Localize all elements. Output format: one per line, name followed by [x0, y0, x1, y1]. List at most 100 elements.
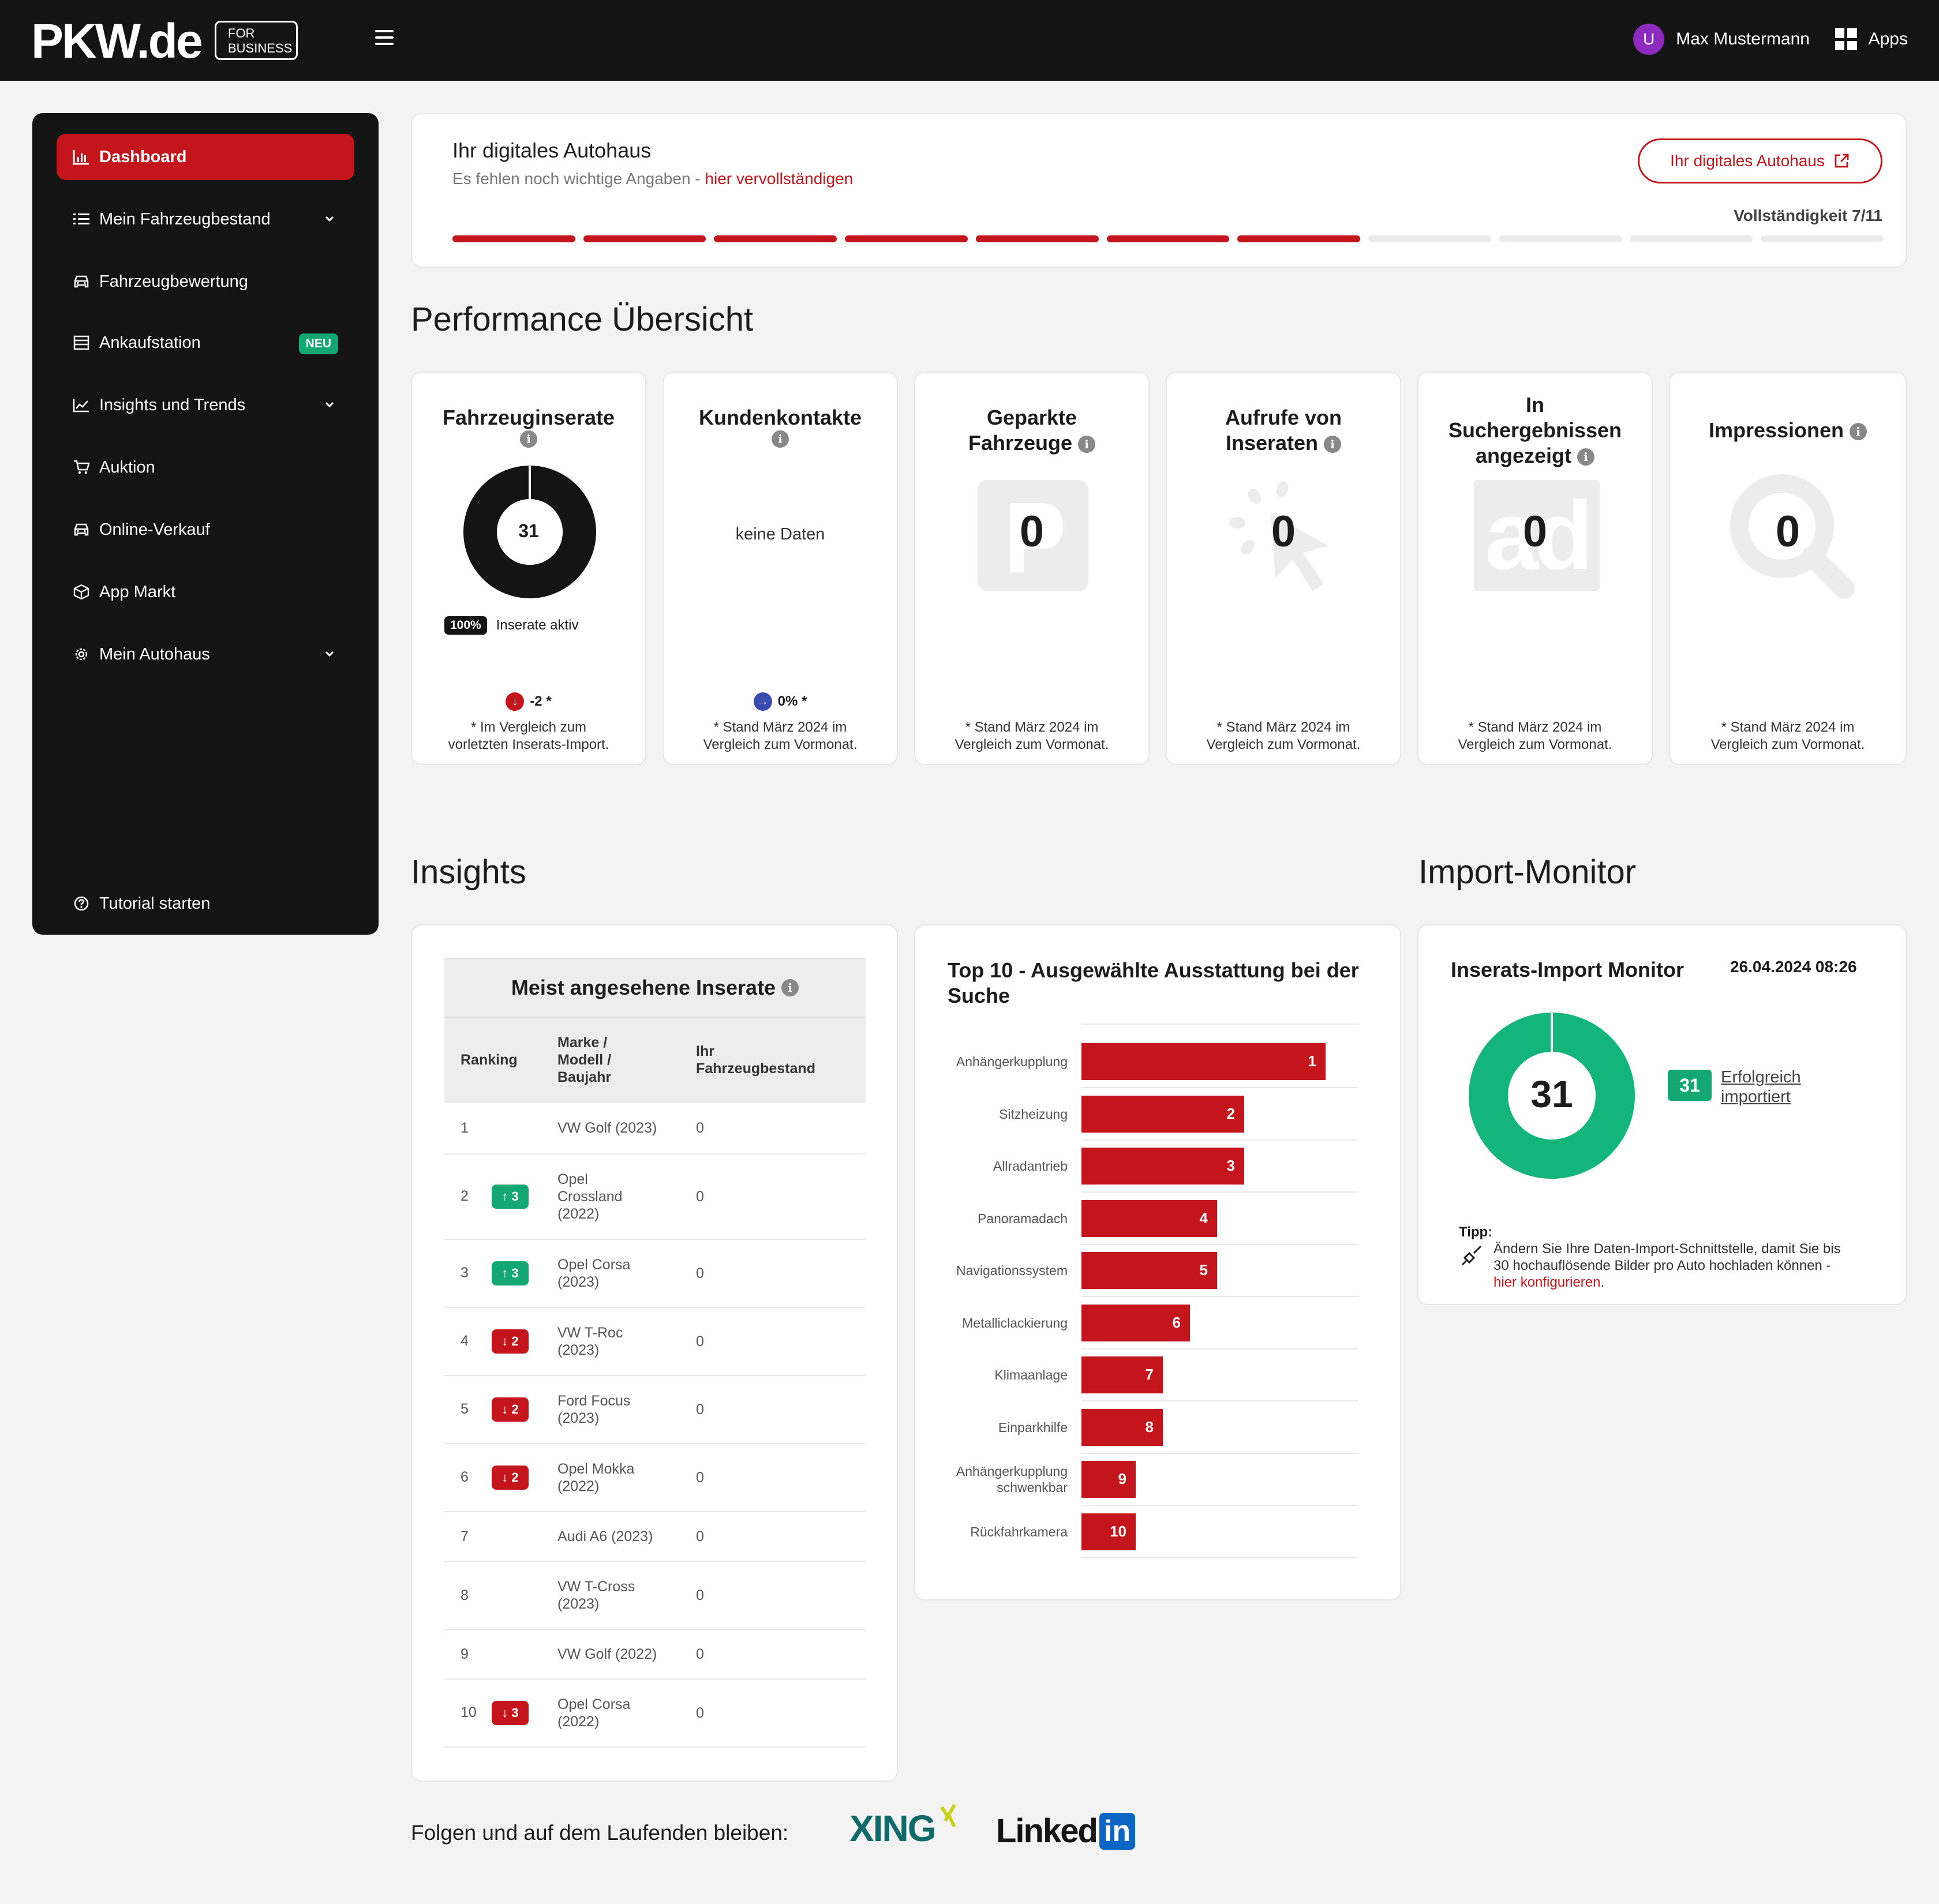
stock-cell: 0 [696, 1239, 866, 1308]
tutorial-start-button[interactable]: Tutorial starten [57, 880, 354, 927]
complete-profile-link[interactable]: hier vervollständigen [705, 170, 854, 188]
table-row[interactable]: 10 ↓ 3 Opel Corsa (2022) 0 [444, 1679, 866, 1748]
user-menu[interactable]: U Max Mustermann [1633, 23, 1810, 55]
bar-label: Klimaanlage [994, 1367, 1068, 1382]
xing-logo[interactable]: XING [849, 1804, 956, 1850]
car-icon [72, 520, 91, 539]
sidebar-item-dashboard[interactable]: Dashboard [57, 134, 354, 180]
info-icon[interactable]: i [1078, 436, 1096, 453]
completeness-segment [1761, 235, 1884, 242]
bar[interactable] [1081, 1304, 1190, 1341]
grid-line [1081, 1087, 1358, 1088]
completeness-segment [1630, 235, 1753, 242]
tutorial-label: Tutorial starten [99, 894, 211, 913]
table-row[interactable]: 3 ↑ 3 Opel Corsa (2023) 0 [444, 1239, 866, 1308]
table-row[interactable]: 8 VW T-Cross (2023) 0 [444, 1561, 866, 1630]
kpi-title: In Suchergebnissen angezeigt i [1448, 393, 1622, 467]
sidebar-item-app-markt[interactable]: App Markt [57, 569, 354, 615]
insights-title: Insights [411, 853, 526, 891]
table-row[interactable]: 6 ↓ 2 Opel Mokka (2022) 0 [444, 1444, 866, 1512]
logo[interactable]: PKW.de [31, 14, 203, 68]
bar[interactable] [1081, 1408, 1163, 1446]
table-row[interactable]: 9 VW Golf (2022) 0 [444, 1629, 866, 1680]
info-icon[interactable]: i [1850, 423, 1867, 441]
plug-icon [1461, 1245, 1482, 1266]
rank-number: 2 [461, 1188, 469, 1204]
rank-number: 10 [461, 1704, 477, 1721]
bar[interactable] [1081, 1200, 1217, 1237]
info-icon[interactable]: i [781, 979, 799, 996]
chevron-down-icon [325, 402, 334, 408]
model-cell: Audi A6 (2023) [557, 1512, 696, 1562]
sidebar: Dashboard Mein Fahrzeugbestand Fahrzeugb… [32, 113, 379, 935]
bar-label: Rückfahrkamera [970, 1524, 1068, 1539]
kpi-card-suchergebnisse: In Suchergebnissen angezeigt i ad 0 * Stan… [1417, 372, 1653, 765]
sidebar-item-fahrzeugbewertung[interactable]: Fahrzeugbewertung [57, 258, 354, 305]
bar-label: Einparkhilfe [998, 1419, 1068, 1435]
success-link[interactable]: Erfolgreich importiert [1721, 1068, 1801, 1106]
linkedin-logo[interactable]: Linked in [996, 1812, 1136, 1850]
info-icon[interactable]: i [772, 430, 789, 448]
kpi-footnote: * Stand März 2024 im Vergleich zum Vormon… [954, 719, 1109, 752]
sidebar-item-mein-autohaus[interactable]: Mein Autohaus [57, 631, 354, 677]
completeness-segment [1368, 235, 1491, 242]
grid-line [1081, 1505, 1358, 1506]
trend-value: -2 * [530, 694, 552, 709]
grid-line [1081, 1243, 1358, 1245]
table-row[interactable]: 4 ↓ 2 VW T-Roc (2023) 0 [444, 1307, 866, 1376]
column-header: Ranking [444, 1018, 557, 1103]
arrow-right-icon: → [753, 692, 772, 711]
rank-down-badge: ↓ 2 [492, 1397, 529, 1422]
donut-chart [463, 466, 596, 598]
configure-link[interactable]: hier konfigurieren [1493, 1275, 1601, 1290]
completeness-segment [583, 235, 706, 242]
digital-autohaus-button[interactable]: Ihr digitales Autohaus [1638, 138, 1882, 183]
tip-text: Ändern Sie Ihre Daten-Import-Schnittstel… [1493, 1241, 1841, 1290]
info-icon[interactable]: i [1324, 436, 1342, 453]
cursor-click-icon [1229, 481, 1328, 591]
linkedin-wordmark: Linked [996, 1812, 1098, 1850]
sidebar-item-ankaufstation[interactable]: Ankaufstation NEU [57, 320, 354, 366]
arrow-down-icon: ↓ [506, 692, 525, 711]
kpi-value: 31 [518, 520, 539, 541]
hamburger-menu-icon[interactable] [375, 30, 394, 45]
sidebar-item-label: App Markt [99, 582, 176, 601]
bar[interactable] [1081, 1461, 1136, 1498]
table-row[interactable]: 2 ↑ 3 Opel Crossland (2022) 0 [444, 1154, 866, 1240]
sidebar-item-online-verkauf[interactable]: Online-Verkauf [57, 507, 354, 553]
model-cell: Opel Crossland (2022) [557, 1154, 696, 1240]
table-row[interactable]: 5 ↓ 2 Ford Focus (2023) 0 [444, 1375, 866, 1444]
bar[interactable] [1081, 1252, 1217, 1289]
grid-line [1081, 1139, 1358, 1141]
bar-label: Metalliclackierung [962, 1315, 1068, 1330]
bar[interactable] [1081, 1095, 1244, 1133]
bar[interactable] [1081, 1043, 1326, 1080]
kpi-title: Geparkte Fahrzeuge i [915, 405, 1148, 456]
bar[interactable] [1081, 1356, 1163, 1393]
stock-cell: 0 [696, 1375, 866, 1444]
table-row[interactable]: 1 VW Golf (2023) 0 [444, 1102, 866, 1155]
success-count-badge: 31 [1668, 1070, 1712, 1101]
info-icon[interactable]: i [520, 430, 537, 448]
info-icon[interactable]: i [1577, 448, 1595, 466]
bar-value: 1 [1308, 1052, 1316, 1070]
sidebar-item-label: Mein Autohaus [99, 644, 210, 664]
sidebar-item-insights-trends[interactable]: Insights und Trends [57, 382, 354, 428]
help-circle-icon [72, 894, 91, 913]
bar[interactable] [1081, 1148, 1244, 1185]
grid-line [1081, 1191, 1358, 1193]
model-cell: VW T-Cross (2023) [557, 1561, 696, 1630]
user-name[interactable]: Max Mustermann [1676, 29, 1810, 48]
completeness-segment [1106, 235, 1230, 242]
completeness-segment [845, 235, 968, 242]
cart-icon [72, 458, 91, 477]
apps-button[interactable]: Apps [1835, 23, 1908, 55]
avatar[interactable]: U [1633, 24, 1665, 55]
bar[interactable] [1081, 1513, 1136, 1550]
active-label: Inserate aktiv [496, 617, 579, 633]
bar-value: 7 [1145, 1366, 1154, 1383]
sidebar-item-fahrzeugbestand[interactable]: Mein Fahrzeugbestand [57, 196, 354, 242]
bar-value: 10 [1110, 1522, 1126, 1540]
table-row[interactable]: 7 Audi A6 (2023) 0 [444, 1512, 866, 1562]
sidebar-item-auktion[interactable]: Auktion [57, 444, 354, 490]
